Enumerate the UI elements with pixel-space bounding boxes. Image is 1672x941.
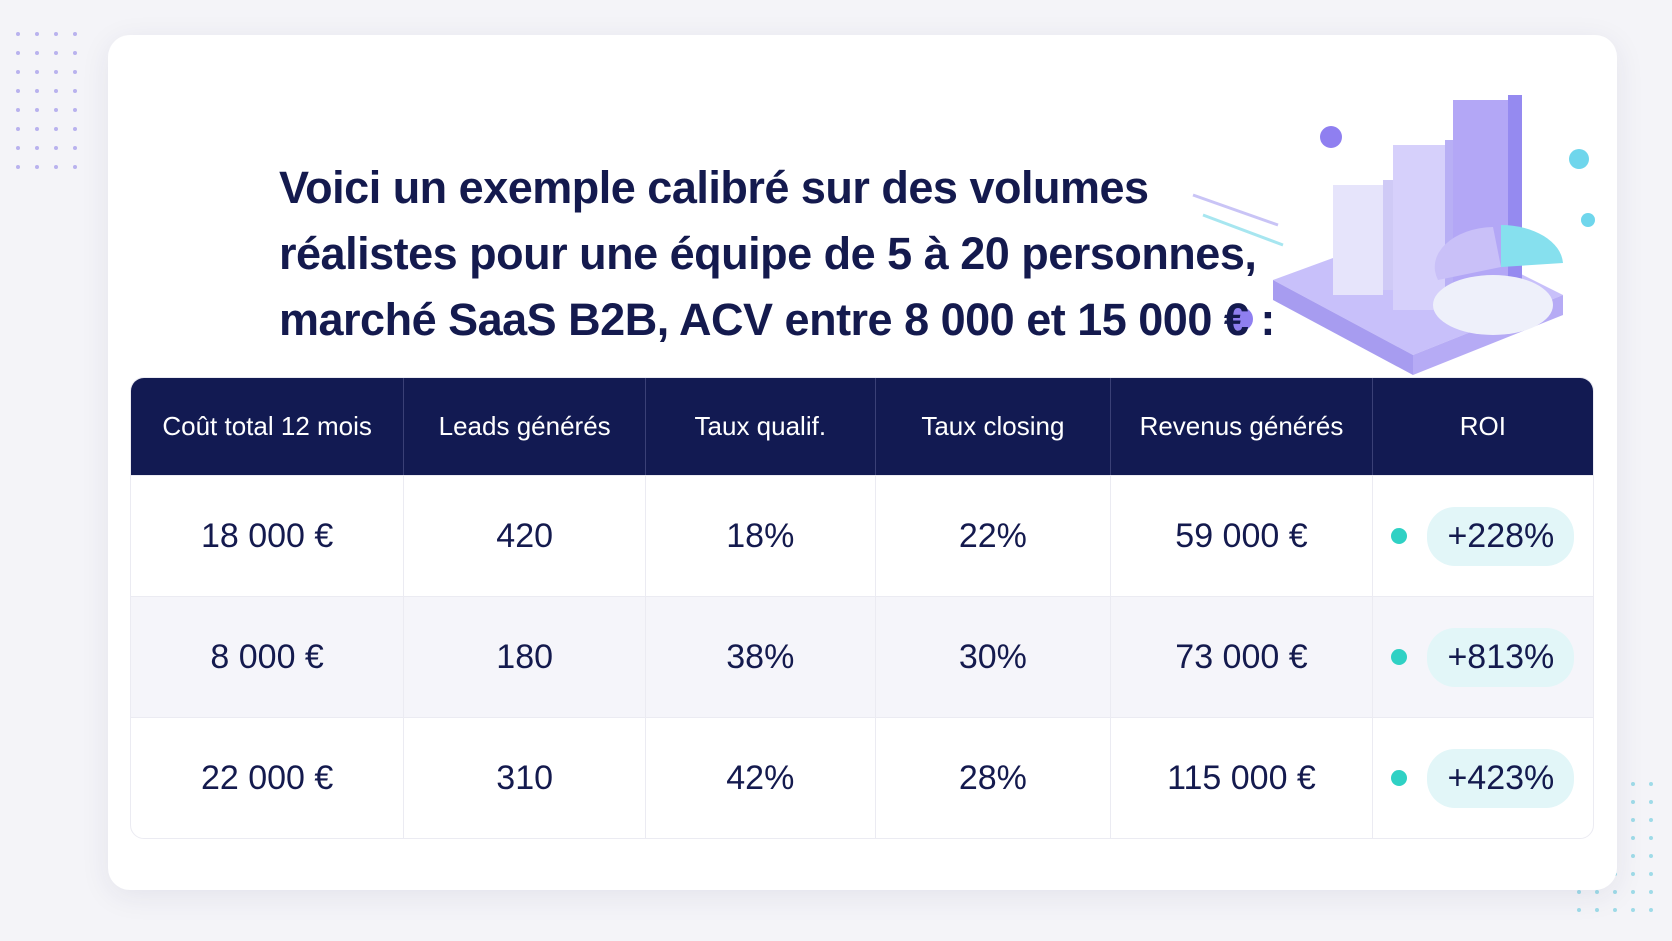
- table-body: 18 000 €420 18% 22% 59 000 € +228% 8 000 €180…: [131, 475, 1593, 838]
- roi-badge: +228%: [1391, 506, 1575, 566]
- roi-cell: +813%: [1372, 596, 1593, 717]
- title-line: réalistes pour une équipe de 5 à 20 pers…: [279, 228, 1257, 279]
- column-header: Leads générés: [404, 378, 647, 475]
- dot-grid: [14, 30, 84, 170]
- table-cell: 30%: [875, 596, 1112, 717]
- table-cell: 59 000 €: [1111, 475, 1373, 596]
- table-cell: 38%: [646, 596, 876, 717]
- table-cell: 8 000 €: [131, 596, 405, 717]
- column-header: Taux closing: [875, 378, 1112, 475]
- table-row: 8 000 €180 38% 30% 73 000 € +813%: [131, 596, 1593, 717]
- table-header: Coût total 12 mois Leads générés Taux qual…: [131, 378, 1593, 475]
- table-cell: 28%: [875, 717, 1112, 838]
- roi-badge: +423%: [1391, 748, 1575, 808]
- table-cell: 18 000 €: [131, 475, 405, 596]
- table-cell: 115 000 €: [1111, 717, 1373, 838]
- table-cell: 420: [404, 475, 647, 596]
- status-dot: [1391, 770, 1408, 786]
- column-header: Taux qualif.: [646, 378, 876, 475]
- column-header: Coût total 12 mois: [131, 378, 405, 475]
- column-header: Revenus générés: [1111, 378, 1373, 475]
- roi-badge: +813%: [1391, 627, 1575, 687]
- status-dot: [1391, 649, 1408, 665]
- table-cell: 310: [404, 717, 647, 838]
- table-cell: 22%: [875, 475, 1112, 596]
- column-header: ROI: [1372, 378, 1593, 475]
- table-cell: 73 000 €: [1111, 596, 1373, 717]
- table-cell: 180: [404, 596, 647, 717]
- table-cell: 22 000 €: [131, 717, 405, 838]
- table: Coût total 12 mois Leads générés Taux qual…: [130, 377, 1594, 839]
- status-dot: [1391, 528, 1408, 544]
- table-row: 18 000 €420 18% 22% 59 000 € +228%: [131, 475, 1593, 596]
- title-line: marché SaaS B2B, ACV entre 8 000 et 15 0…: [279, 294, 1275, 345]
- roi-value: +228%: [1427, 506, 1575, 566]
- roi-cell: +423%: [1372, 717, 1593, 838]
- table-cell: 42%: [646, 717, 876, 838]
- roi-cell: +228%: [1372, 475, 1593, 596]
- roi-value: +423%: [1427, 748, 1575, 808]
- table-cell: 18%: [646, 475, 876, 596]
- illustration: [1192, 95, 1595, 375]
- title: Voici un exemple calibré sur des volumes…: [279, 155, 1275, 353]
- table-row: 22 000 €310 42% 28% 115 000 € +423%: [131, 717, 1593, 838]
- roi-value: +813%: [1427, 627, 1575, 687]
- title-line: Voici un exemple calibré sur des volumes: [279, 162, 1149, 213]
